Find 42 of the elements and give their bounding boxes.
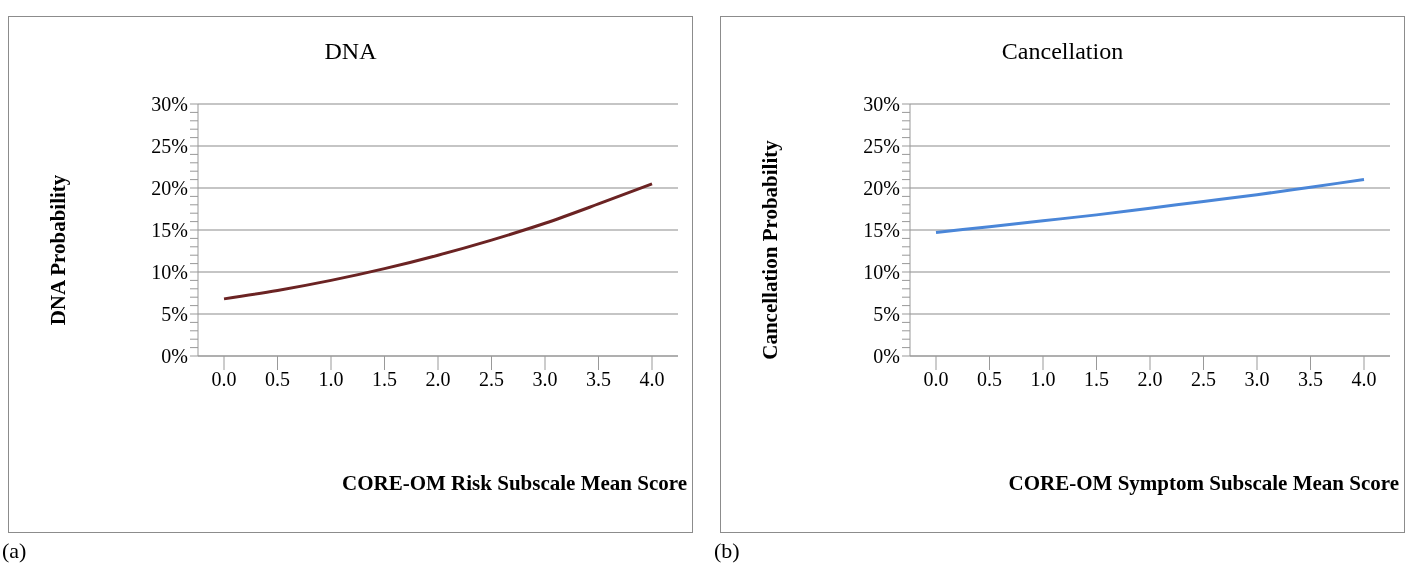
y-axis-title: Cancellation Probability [757, 140, 783, 360]
chart-title: DNA [323, 38, 378, 65]
x-tick-label: 0.5 [977, 368, 1002, 391]
y-tick-label: 20% [863, 177, 900, 200]
x-tick-label: 4.0 [639, 368, 665, 391]
y-tick-label: 30% [151, 93, 188, 116]
x-tick-label: 2.0 [425, 368, 451, 391]
text: (b) [714, 538, 740, 563]
y-tick-label: 10% [151, 261, 188, 284]
y-axis-title: DNA Probability [45, 174, 71, 326]
x-tick-label: 2.5 [1191, 368, 1216, 391]
chart-title: Cancellation [1000, 38, 1125, 65]
x-tick-label: 0.0 [923, 368, 949, 391]
y-tick-label: 10% [863, 261, 900, 284]
y-tick-label: 20% [151, 177, 188, 200]
y-tick-label: 15% [151, 219, 188, 242]
y-tick-label: 25% [863, 135, 900, 158]
line-series [934, 178, 1366, 235]
line-series [222, 182, 654, 301]
x-tick-label: 2.0 [1137, 368, 1163, 391]
x-tick-label: 2.5 [479, 368, 504, 391]
y-tick-label: 0% [161, 345, 188, 368]
y-tick-label: 0% [873, 345, 900, 368]
x-tick-label: 1.0 [318, 368, 344, 391]
y-tick-label: 30% [863, 93, 900, 116]
x-axis-title: CORE-OM Risk Subscale Mean Score [342, 471, 687, 496]
x-tick-label: 3.0 [532, 368, 558, 391]
x-tick-label: 1.5 [372, 368, 397, 391]
x-axis-title: CORE-OM Symptom Subscale Mean Score [1008, 471, 1399, 496]
x-tick-label: 3.5 [1298, 368, 1323, 391]
x-tick-label: 3.5 [586, 368, 611, 391]
y-tick-label: 25% [151, 135, 188, 158]
y-tick-label: 15% [863, 219, 900, 242]
x-tick-label: 0.0 [211, 368, 237, 391]
x-tick-label: 1.5 [1084, 368, 1109, 391]
text: (a) [2, 538, 27, 563]
x-tick-label: 4.0 [1351, 368, 1377, 391]
x-tick-label: 3.0 [1244, 368, 1270, 391]
y-tick-label: 5% [873, 303, 900, 326]
y-tick-label: 5% [161, 303, 188, 326]
x-tick-label: 1.0 [1030, 368, 1056, 391]
x-tick-label: 0.5 [265, 368, 290, 391]
